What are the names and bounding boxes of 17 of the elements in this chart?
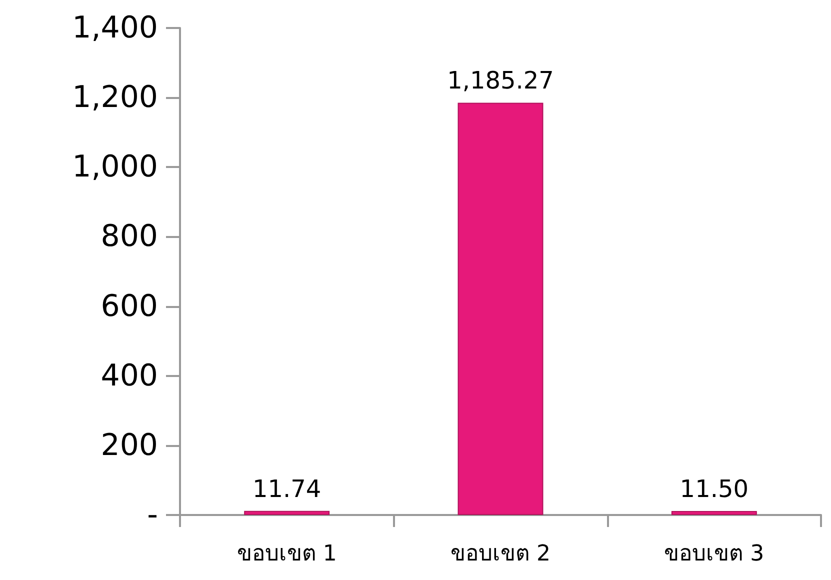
x-tick-label: ขอบเขต 2 — [450, 542, 550, 566]
y-tick-label: 200 — [100, 428, 158, 463]
bar — [244, 510, 330, 515]
y-tick-label: 800 — [100, 219, 158, 254]
data-label: 1,185.27 — [447, 66, 554, 95]
data-label: 11.50 — [680, 475, 749, 503]
y-tick-label: - — [147, 498, 158, 532]
x-tick-label: ขอบเขต 1 — [236, 542, 337, 566]
y-tick-label: 1,400 — [72, 10, 158, 46]
bar — [671, 511, 757, 515]
data-label: 11.74 — [252, 474, 322, 503]
bar — [458, 102, 544, 515]
y-tick-label: 1,000 — [72, 150, 158, 185]
y-tick-label: 600 — [100, 288, 158, 324]
x-tick-label: ขอบเขต 3 — [664, 542, 764, 566]
y-tick-label: 400 — [100, 358, 158, 394]
y-tick-label: 1,200 — [72, 80, 158, 116]
